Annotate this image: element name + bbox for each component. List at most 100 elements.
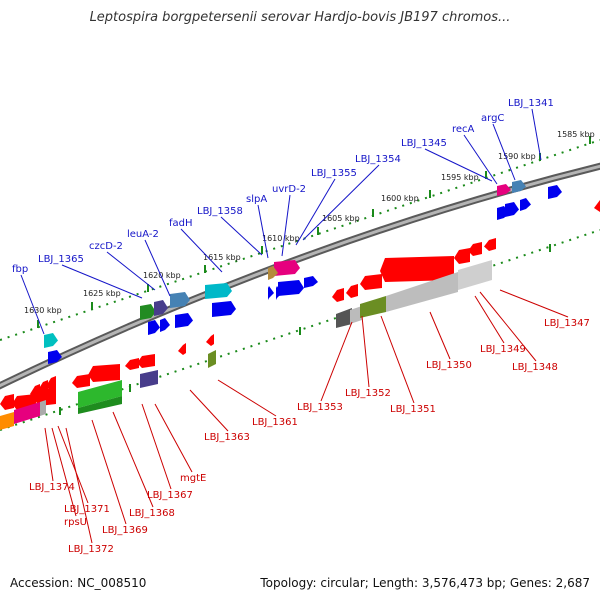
- ruler-label: 1585 kbp: [557, 130, 595, 139]
- gene-label-lbj_1371[interactable]: LBJ_1371: [64, 504, 110, 515]
- gene-feature[interactable]: [137, 354, 155, 368]
- gene-feature[interactable]: [160, 318, 170, 332]
- gene-feature[interactable]: [360, 274, 382, 290]
- gene-label-lbj_1372[interactable]: LBJ_1372: [68, 544, 114, 555]
- leader-line: [106, 251, 156, 291]
- gene-label-fbp[interactable]: fbp: [12, 264, 28, 275]
- gene-feature[interactable]: [148, 320, 160, 335]
- gene-feature[interactable]: [278, 280, 304, 296]
- gene-label-lbj_1358[interactable]: LBJ_1358: [197, 206, 243, 217]
- gene-label-lbj_1349[interactable]: LBJ_1349: [480, 344, 526, 355]
- gene-label-lbj_1365[interactable]: LBJ_1365: [38, 254, 84, 265]
- gene-feature[interactable]: [48, 350, 62, 364]
- gene-feature[interactable]: [512, 180, 526, 193]
- gene-feature[interactable]: [268, 286, 274, 300]
- gene-label-czcd-2[interactable]: czcD-2: [89, 241, 123, 252]
- gene-label-lbj_1353[interactable]: LBJ_1353: [297, 402, 343, 413]
- gene-feature[interactable]: [14, 402, 40, 424]
- gene-feature[interactable]: [268, 266, 278, 280]
- gene-feature[interactable]: [548, 185, 562, 199]
- gene-label-rpsu[interactable]: rpsU: [64, 517, 87, 528]
- gene-label-lbj_1348[interactable]: LBJ_1348: [512, 362, 558, 373]
- gene-feature[interactable]: [458, 260, 492, 290]
- gene-label-lbj_1374[interactable]: LBJ_1374: [29, 482, 75, 493]
- gene-label-lbj_1355[interactable]: LBJ_1355: [311, 168, 357, 179]
- gene-feature[interactable]: [468, 242, 482, 256]
- gene-label-uvrd-2[interactable]: uvrD-2: [272, 184, 306, 195]
- gene-feature[interactable]: [72, 374, 90, 388]
- gene-feature[interactable]: [346, 284, 358, 298]
- gene-feature[interactable]: [520, 198, 531, 211]
- gene-feature[interactable]: [380, 256, 454, 282]
- gene-label-lbj_1363[interactable]: LBJ_1363: [204, 432, 250, 443]
- gene-feature[interactable]: [88, 364, 120, 382]
- gene-feature[interactable]: [46, 376, 56, 392]
- gene-feature[interactable]: [454, 248, 470, 264]
- leader-line: [189, 389, 229, 432]
- gene-feature[interactable]: [78, 396, 122, 414]
- gene-feature[interactable]: [594, 200, 600, 212]
- gene-label-lbj_1347[interactable]: LBJ_1347: [544, 318, 590, 329]
- gene-label-slpa[interactable]: slpA: [246, 194, 267, 205]
- leader-line: [474, 295, 505, 344]
- gene-feature[interactable]: [205, 283, 232, 299]
- gene-feature[interactable]: [30, 384, 40, 400]
- gene-feature[interactable]: [208, 350, 216, 368]
- ruler-label: 1590 kbp: [498, 152, 536, 161]
- gene-label-argc[interactable]: argC: [481, 113, 504, 124]
- gene-feature[interactable]: [125, 358, 139, 370]
- gene-label-lbj_1351[interactable]: LBJ_1351: [390, 404, 436, 415]
- gene-feature[interactable]: [276, 286, 282, 300]
- ruler-label: 1630 kbp: [24, 306, 62, 315]
- gene-feature[interactable]: [140, 304, 156, 320]
- leader-line: [112, 411, 154, 508]
- gene-label-reca[interactable]: recA: [452, 124, 475, 135]
- gene-feature[interactable]: [140, 370, 158, 388]
- gene-feature[interactable]: [175, 313, 193, 328]
- gene-feature[interactable]: [154, 300, 168, 316]
- gene-feature[interactable]: [0, 394, 14, 410]
- gene-feature[interactable]: [350, 306, 362, 324]
- gene-feature[interactable]: [336, 308, 352, 328]
- leader-line: [20, 274, 45, 335]
- leader-line: [479, 291, 537, 362]
- leader-line: [429, 311, 451, 360]
- gene-feature[interactable]: [360, 296, 386, 318]
- gene-feature[interactable]: [497, 184, 511, 196]
- gene-label-lbj_1361[interactable]: LBJ_1361: [252, 417, 298, 428]
- ruler-label: 1625 kbp: [83, 289, 121, 298]
- gene-feature[interactable]: [212, 301, 236, 317]
- gene-feature[interactable]: [78, 380, 122, 408]
- gene-feature[interactable]: [0, 412, 14, 430]
- gene-label-lbj_1350[interactable]: LBJ_1350: [426, 360, 472, 371]
- gene-label-lbj_1341[interactable]: LBJ_1341: [508, 98, 554, 109]
- leader-line: [61, 264, 143, 299]
- gene-feature[interactable]: [484, 238, 496, 251]
- gene-feature[interactable]: [386, 272, 458, 312]
- gene-feature[interactable]: [304, 276, 318, 288]
- ruler-label: 1605 kbp: [322, 214, 360, 223]
- gene-label-lbj_1345[interactable]: LBJ_1345: [401, 138, 447, 149]
- gene-feature[interactable]: [332, 288, 344, 302]
- gene-label-mgte[interactable]: mgtE: [180, 473, 206, 484]
- gene-label-lbj_1368[interactable]: LBJ_1368: [129, 508, 175, 519]
- gene-label-leua-2[interactable]: leuA-2: [127, 229, 159, 240]
- gene-label-lbj_1367[interactable]: LBJ_1367: [147, 490, 193, 501]
- gene-label-lbj_1354[interactable]: LBJ_1354: [355, 154, 401, 165]
- gene-feature[interactable]: [274, 260, 300, 276]
- gene-feature[interactable]: [178, 343, 186, 355]
- gene-feature[interactable]: [206, 334, 214, 346]
- gene-feature[interactable]: [505, 202, 519, 217]
- gene-label-fadh[interactable]: fadH: [169, 218, 193, 229]
- gene-label-lbj_1352[interactable]: LBJ_1352: [345, 388, 391, 399]
- gene-feature[interactable]: [40, 400, 46, 416]
- ruler-label: 1595 kbp: [441, 173, 479, 182]
- leader-line: [57, 425, 89, 504]
- gene-feature[interactable]: [38, 380, 48, 396]
- accession-text: Accession: NC_008510: [10, 576, 147, 590]
- gene-feature[interactable]: [170, 292, 190, 308]
- leader-line: [144, 239, 171, 297]
- gene-label-lbj_1369[interactable]: LBJ_1369: [102, 525, 148, 536]
- gene-feature[interactable]: [44, 333, 58, 348]
